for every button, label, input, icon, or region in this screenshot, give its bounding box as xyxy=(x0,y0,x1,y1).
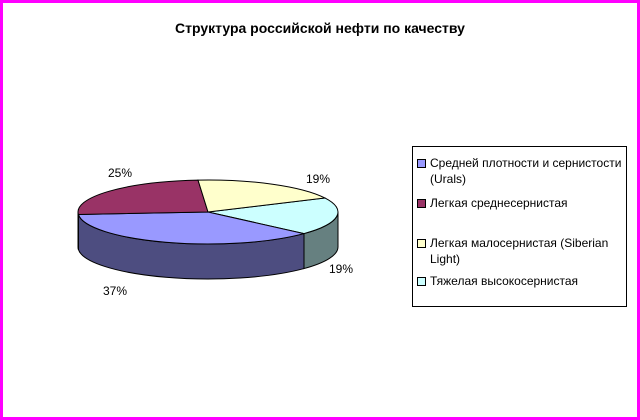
pie-slice-light-medium-sulfur xyxy=(77,179,209,215)
legend-item-heavy-high-sulfur: Тяжелая высокосернистая xyxy=(417,273,622,289)
legend-item-urals: Средней плотности и сернистости (Urals) xyxy=(417,155,622,187)
data-label-siberian-light: 19% xyxy=(306,172,331,186)
legend-swatch-urals xyxy=(417,159,426,168)
chart-legend: Средней плотности и сернистости (Urals) … xyxy=(412,146,627,307)
data-label-heavy-high-sulfur: 19% xyxy=(329,262,354,276)
legend-item-siberian-light: Легкая малосернистая (Siberian Light) xyxy=(417,235,622,267)
legend-label-heavy-high-sulfur: Тяжелая высокосернистая xyxy=(430,274,579,288)
legend-label-light-medium-sulfur: Легкая среднесернистая xyxy=(430,196,568,210)
chart-title: Структура российской нефти по качеству xyxy=(175,20,465,36)
legend-swatch-siberian-light xyxy=(417,239,426,248)
legend-swatch-heavy-high-sulfur xyxy=(417,277,426,286)
data-label-urals: 37% xyxy=(103,284,128,298)
legend-item-light-medium-sulfur: Легкая среднесернистая xyxy=(417,195,622,211)
pie-slice-siberian-light xyxy=(197,179,327,213)
legend-label-siberian-light: Легкая малосернистая (Siberian Light) xyxy=(430,236,609,266)
pie-slice-urals xyxy=(77,211,305,245)
pie-slice-heavy-high-sulfur xyxy=(207,197,339,235)
legend-label-urals: Средней плотности и сернистости (Urals) xyxy=(430,156,622,186)
legend-swatch-light-medium-sulfur xyxy=(417,199,426,208)
data-label-light-medium-sulfur: 25% xyxy=(108,166,133,180)
